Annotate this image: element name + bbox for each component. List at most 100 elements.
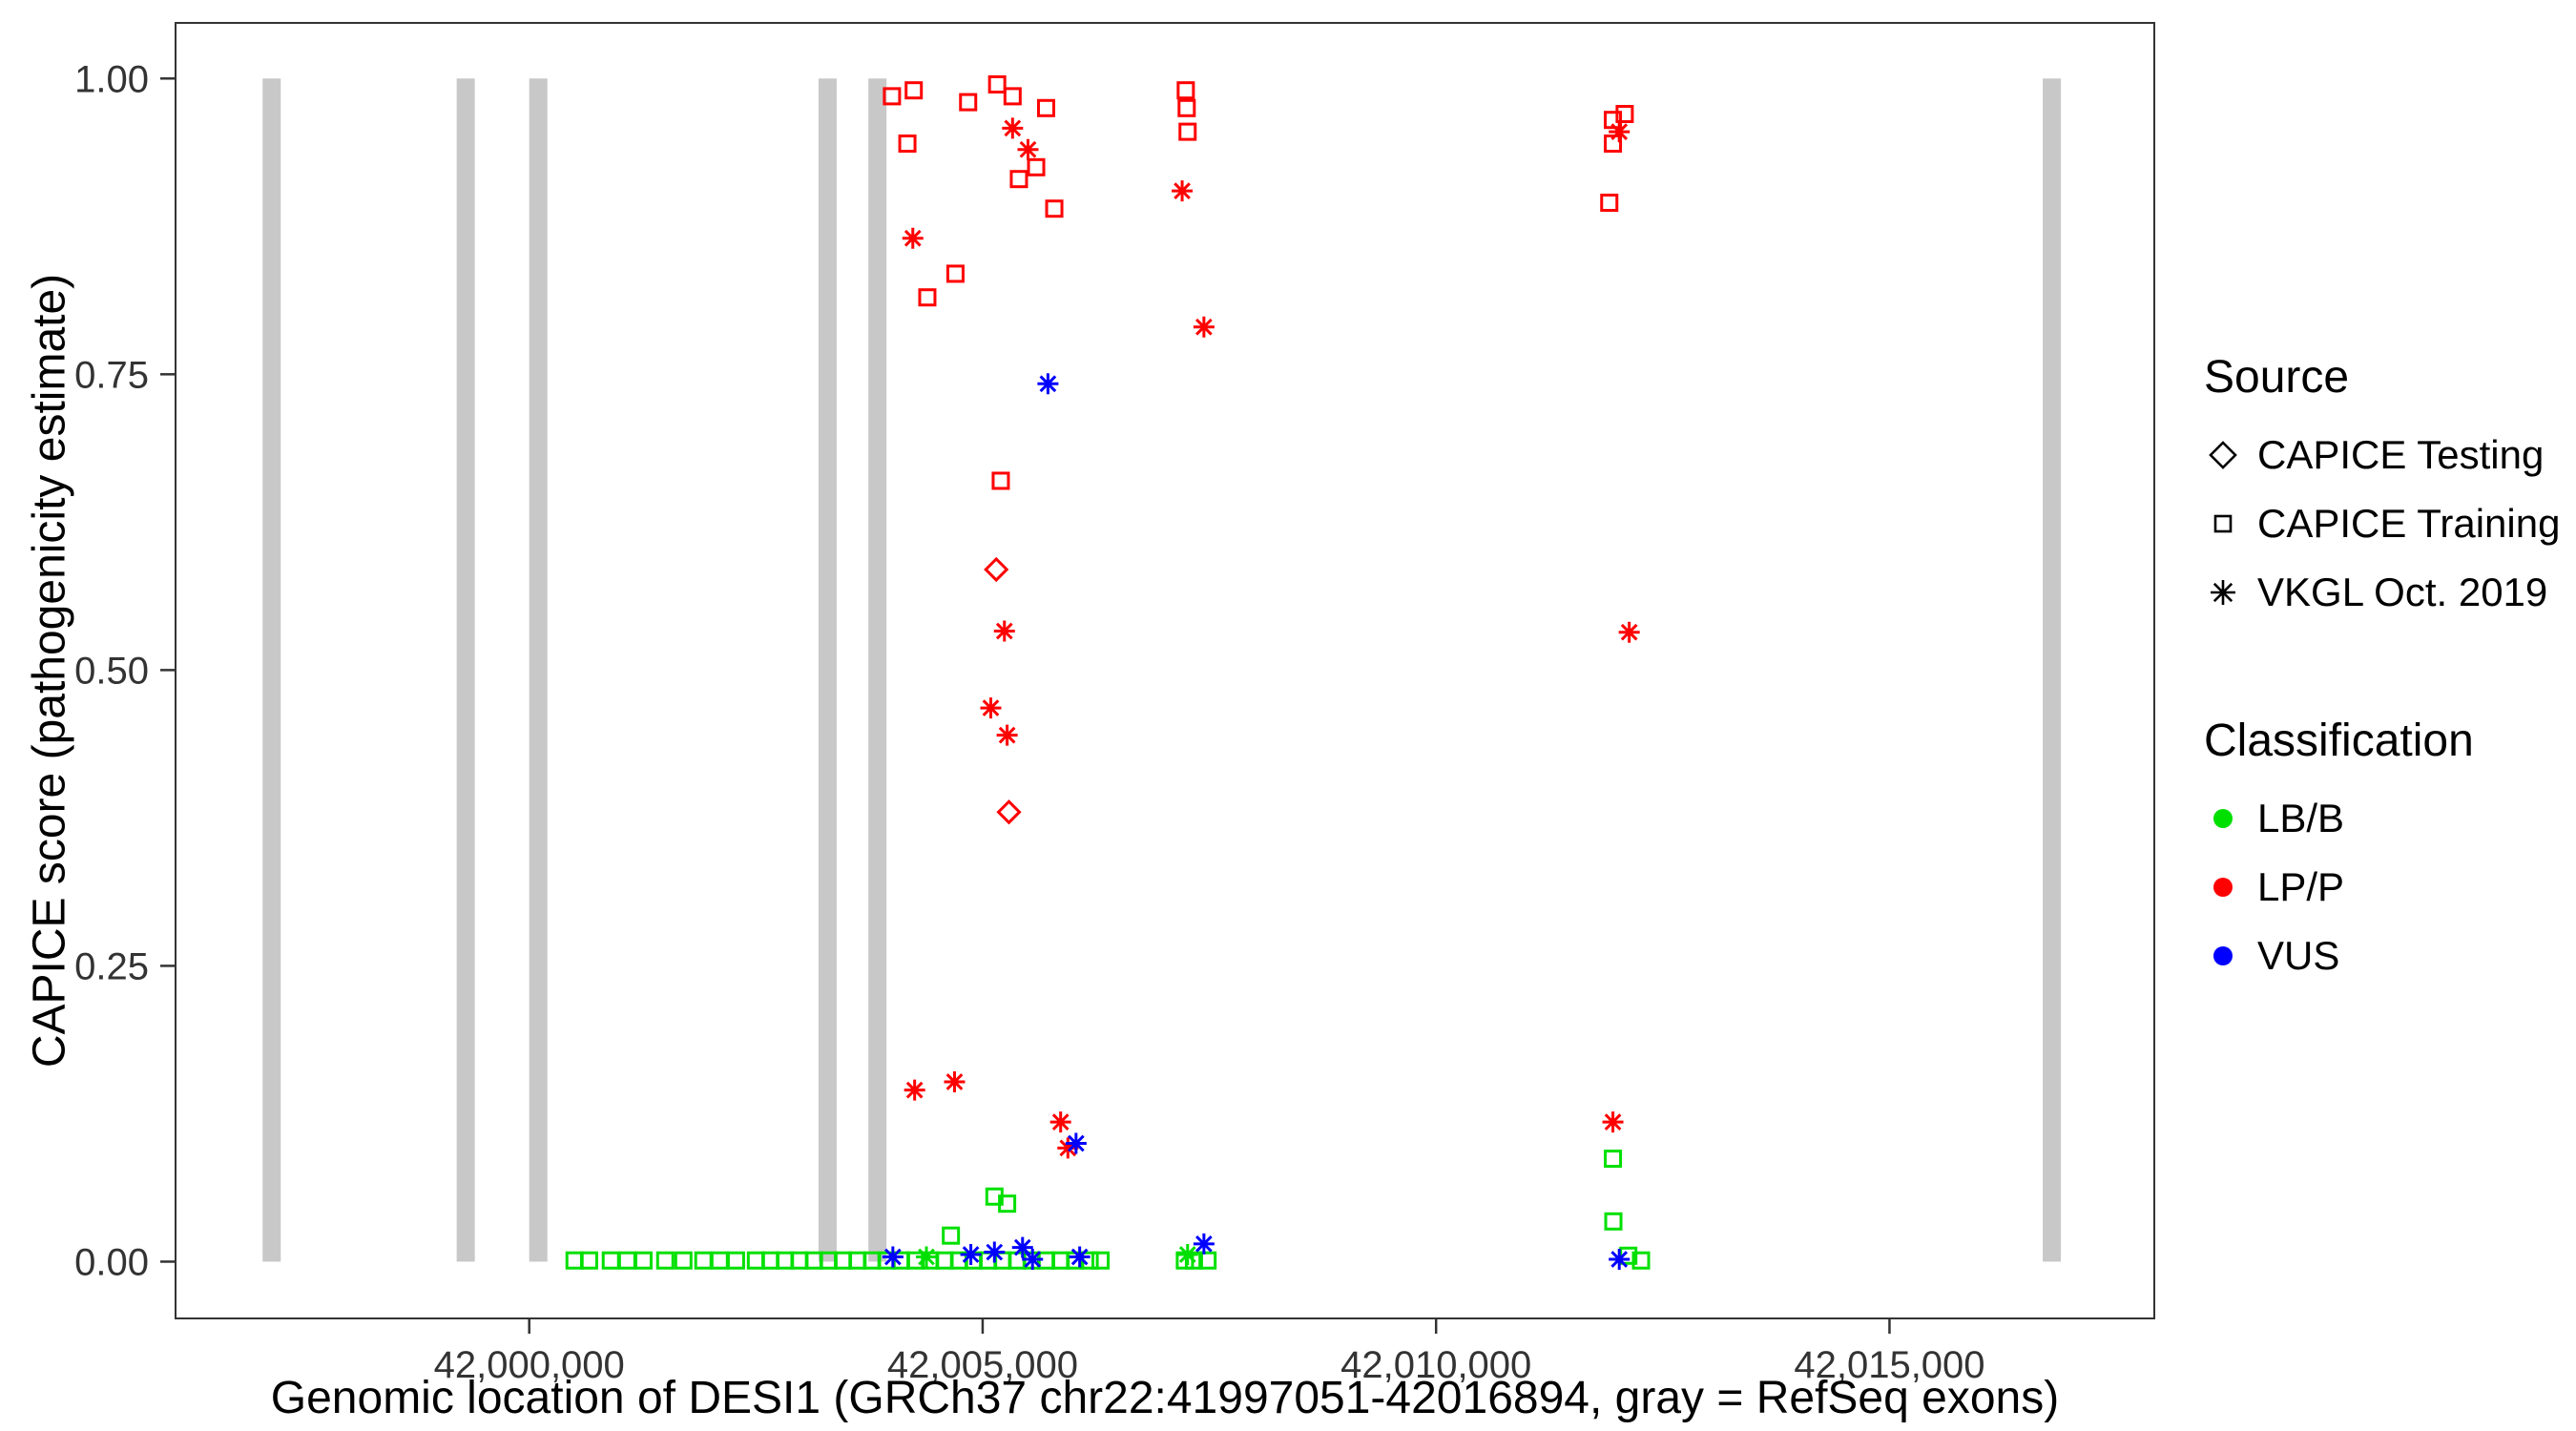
data-point-asterisk	[984, 1241, 1006, 1263]
legend-item-capice-training: CAPICE Training	[2204, 489, 2572, 558]
x-axis-title: Genomic location of DESI1 (GRCh37 chr22:…	[270, 1373, 2060, 1423]
legend-item-label: CAPICE Training	[2257, 501, 2561, 546]
data-point-square	[883, 87, 902, 106]
y-tick-label: 0.75	[74, 354, 149, 396]
data-point-square	[1604, 1212, 1623, 1231]
legend-item-lbb: LB/B	[2204, 784, 2572, 853]
data-point-square	[1009, 170, 1028, 189]
exon-bar	[456, 78, 475, 1262]
legend-item-lpp: LP/P	[2204, 853, 2572, 922]
data-point-square	[1091, 1251, 1111, 1270]
data-point-asterisk	[1609, 1248, 1631, 1270]
square-icon	[2213, 514, 2233, 533]
data-point-asterisk	[980, 697, 1002, 719]
data-point-asterisk	[882, 1246, 904, 1268]
legend: Source CAPICE Testing CAPICE Training VK…	[2204, 351, 2572, 990]
legend-source-title: Source	[2204, 352, 2350, 403]
data-point-square	[1045, 199, 1064, 218]
data-point-square	[945, 264, 965, 283]
red-dot-icon	[2213, 878, 2233, 897]
data-point-square	[694, 1251, 713, 1270]
data-point-square	[674, 1251, 693, 1270]
exon-bar	[868, 78, 887, 1262]
data-point-asterisk	[993, 620, 1015, 642]
data-point-square	[918, 288, 937, 307]
x-tick-label: 42,000,000	[434, 1344, 625, 1386]
data-point-square	[601, 1251, 620, 1270]
y-tick-label: 1.00	[74, 58, 149, 100]
exon-bar	[818, 78, 837, 1262]
data-point-square	[1198, 1251, 1217, 1270]
y-tick-label: 0.00	[74, 1241, 149, 1283]
data-point-square	[1619, 1246, 1638, 1265]
data-point-asterisk	[916, 1246, 938, 1268]
data-point-square	[1027, 157, 1046, 176]
data-point-asterisk	[904, 1079, 925, 1101]
data-point-square	[898, 134, 917, 153]
data-point-square	[634, 1251, 653, 1270]
data-point-square	[991, 471, 1010, 490]
data-point-asterisk	[1011, 1236, 1033, 1258]
asterisk-icon	[2211, 580, 2235, 605]
data-point-square	[935, 1251, 954, 1270]
data-point-square	[1036, 98, 1055, 117]
data-point-asterisk	[960, 1244, 982, 1266]
data-point-square	[655, 1251, 675, 1270]
data-point-square	[848, 1251, 867, 1270]
data-point-asterisk	[1176, 1244, 1198, 1266]
legend-source: Source CAPICE Testing CAPICE Training VK…	[2204, 351, 2572, 627]
data-point-square	[998, 1194, 1017, 1213]
data-point-square	[904, 81, 924, 100]
data-point-square	[1631, 1251, 1651, 1270]
data-point-asterisk	[1049, 1111, 1071, 1133]
data-point-asterisk	[1037, 373, 1059, 395]
data-point-square	[1178, 122, 1197, 141]
data-point-square	[1176, 81, 1195, 100]
legend-classification: Classification LB/B LP/P VUS	[2204, 715, 2572, 990]
data-point-asterisk	[1618, 621, 1640, 643]
data-point-square	[1604, 134, 1623, 153]
data-point-asterisk	[902, 227, 924, 249]
legend-classification-title: Classification	[2204, 716, 2474, 766]
legend-item-label: LP/P	[2257, 864, 2345, 909]
data-point-square	[1604, 1150, 1623, 1169]
data-point-square	[776, 1251, 795, 1270]
data-point-square	[565, 1251, 584, 1270]
legend-item-label: VKGL Oct. 2019	[2257, 570, 2548, 614]
y-tick-label: 0.25	[74, 945, 149, 987]
legend-item-vkgl: VKGL Oct. 2019	[2204, 558, 2572, 627]
data-point-square	[959, 93, 978, 112]
legend-item-label: CAPICE Testing	[2257, 432, 2545, 477]
exon-bar	[262, 78, 281, 1262]
data-point-asterisk	[1172, 180, 1194, 202]
legend-item-vus: VUS	[2204, 922, 2572, 990]
y-tick-label: 0.50	[74, 650, 149, 692]
green-dot-icon	[2213, 809, 2233, 828]
data-point-square	[942, 1226, 961, 1245]
data-point-asterisk	[944, 1070, 966, 1092]
data-point-asterisk	[1602, 1111, 1624, 1133]
data-point-asterisk	[1065, 1132, 1087, 1154]
legend-item-capice-testing: CAPICE Testing	[2204, 421, 2572, 489]
data-point-square	[790, 1251, 809, 1270]
data-point-square	[1051, 1251, 1070, 1270]
legend-gap	[2204, 627, 2572, 715]
x-tick-label: 42,005,000	[887, 1344, 1078, 1386]
blue-dot-icon	[2213, 946, 2233, 965]
exon-bar	[2043, 78, 2062, 1262]
exon-bar	[529, 78, 548, 1262]
data-point-diamond	[984, 556, 1009, 583]
data-point-asterisk	[1609, 121, 1631, 143]
data-point-square	[1600, 194, 1619, 213]
data-point-asterisk	[1017, 138, 1039, 160]
data-point-square	[746, 1251, 765, 1270]
data-point-square	[987, 74, 1007, 93]
data-point-asterisk	[1193, 1233, 1215, 1255]
data-point-square	[761, 1251, 780, 1270]
x-tick-label: 42,015,000	[1794, 1344, 1984, 1386]
data-point-asterisk	[1069, 1246, 1091, 1268]
legend-item-label: LB/B	[2257, 796, 2345, 840]
data-point-square	[617, 1251, 636, 1270]
